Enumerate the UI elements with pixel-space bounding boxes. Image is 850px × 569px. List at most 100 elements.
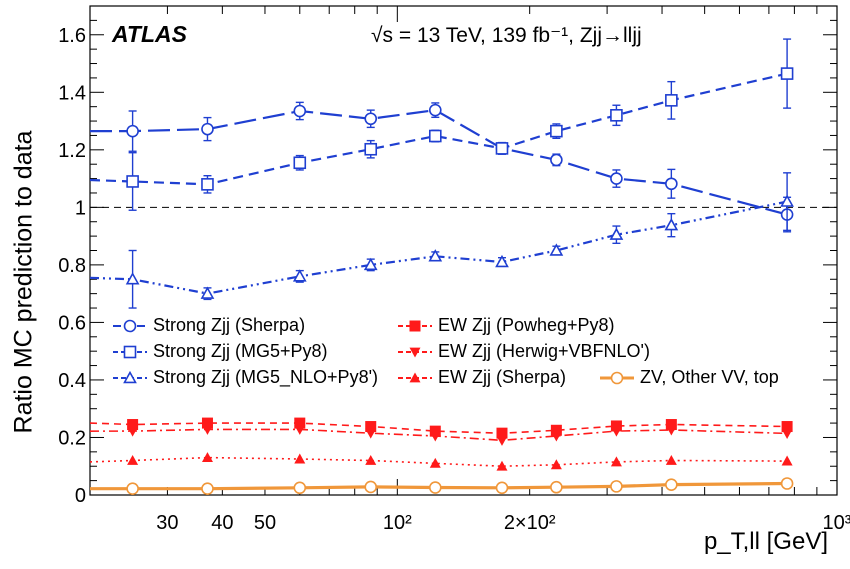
legend-item: Strong Zjj (MG5_NLO+Py8') xyxy=(113,367,378,388)
data-point xyxy=(293,156,307,170)
data-point xyxy=(428,129,442,143)
data-point xyxy=(665,425,677,436)
legend-marker xyxy=(610,371,624,384)
energy-luminosity-label: √s = 13 TeV, 139 fb⁻¹, Zjj→lljj xyxy=(371,24,642,47)
data-point xyxy=(665,419,677,431)
series-0 xyxy=(89,101,794,233)
data-point xyxy=(200,286,215,299)
legend-swatch xyxy=(113,345,147,358)
data-point xyxy=(428,481,442,494)
data-point xyxy=(610,480,623,493)
data-point xyxy=(365,454,377,465)
legend-item: ZV, Other VV, top xyxy=(600,367,779,388)
data-point xyxy=(126,175,139,188)
y-tick-label: 0.6 xyxy=(58,312,86,334)
x-tick-label: 30 xyxy=(156,512,178,534)
x-tick-label: 10² xyxy=(383,512,412,534)
series-4 xyxy=(89,425,793,446)
data-point xyxy=(495,254,509,268)
legend-swatch xyxy=(113,370,147,383)
data-point xyxy=(781,455,793,466)
legend-swatch xyxy=(600,371,634,384)
data-point xyxy=(610,420,622,432)
data-point xyxy=(610,456,622,467)
legend-marker xyxy=(409,347,421,357)
data-point xyxy=(665,94,678,107)
data-point xyxy=(550,459,562,470)
data-point xyxy=(665,454,677,465)
y-tick-label: 1.2 xyxy=(58,140,86,162)
x-tick-label: 40 xyxy=(211,512,233,534)
data-point xyxy=(201,452,213,463)
data-point xyxy=(496,460,508,471)
series-6 xyxy=(89,477,794,495)
data-point xyxy=(550,124,563,138)
y-tick-label: 0.8 xyxy=(58,255,86,277)
data-point xyxy=(781,429,793,439)
y-tick-label: 0.2 xyxy=(58,427,86,449)
legend-label: EW Zjj (Herwig+VBFNLO') xyxy=(438,341,650,361)
data-point xyxy=(294,417,306,429)
data-point xyxy=(550,424,562,436)
data-point xyxy=(610,109,623,122)
y-tick-label: 0.4 xyxy=(58,370,86,392)
data-point xyxy=(126,482,139,495)
legend-item: Strong Zjj (MG5+Py8) xyxy=(113,341,328,362)
data-point xyxy=(126,124,139,138)
y-tick-label: 1.4 xyxy=(58,82,86,104)
data-point xyxy=(127,454,139,465)
data-point xyxy=(550,480,563,494)
experiment-label: ATLAS xyxy=(112,21,187,47)
data-point xyxy=(201,425,213,435)
legend-item: EW Zjj (Powheg+Py8) xyxy=(398,315,615,336)
legend-label: Strong Zjj (MG5+Py8) xyxy=(153,341,328,361)
legend-label: EW Zjj (Powheg+Py8) xyxy=(438,315,615,335)
series-line xyxy=(89,108,788,216)
data-point xyxy=(550,153,563,167)
legend-marker xyxy=(123,345,137,358)
data-point xyxy=(364,142,378,156)
y-axis-label: Ratio MC prediction to data xyxy=(9,130,38,434)
data-point xyxy=(609,227,624,240)
legend-swatch xyxy=(398,320,432,331)
x-tick-label: 2×10² xyxy=(504,512,556,534)
legend-marker xyxy=(409,320,421,331)
data-point xyxy=(364,480,378,494)
data-point xyxy=(364,112,378,126)
data-point xyxy=(293,481,307,495)
data-point xyxy=(495,142,509,155)
legend-swatch xyxy=(113,319,147,332)
data-point xyxy=(610,426,622,437)
legend-swatch xyxy=(398,347,432,357)
data-point xyxy=(781,421,793,433)
legend-marker xyxy=(123,370,137,383)
x-tick-label: 50 xyxy=(254,512,276,534)
series-line xyxy=(89,422,788,435)
data-point xyxy=(365,428,377,439)
series-3 xyxy=(89,417,793,439)
data-point xyxy=(780,477,794,490)
data-point xyxy=(496,435,508,446)
data-point xyxy=(428,249,443,262)
legend-swatch xyxy=(398,372,432,382)
y-tick-label: 0 xyxy=(75,485,86,507)
data-point xyxy=(201,178,214,191)
data-point xyxy=(550,431,562,442)
legend-item: EW Zjj (Sherpa) xyxy=(398,367,566,388)
series-line xyxy=(89,200,788,295)
data-point xyxy=(429,431,441,442)
legend-label: EW Zjj (Sherpa) xyxy=(438,367,567,387)
series-1 xyxy=(89,38,794,211)
data-point xyxy=(495,481,509,495)
data-point xyxy=(664,218,679,231)
series-5 xyxy=(89,452,793,471)
data-point xyxy=(429,425,441,437)
data-point xyxy=(780,67,794,80)
data-point xyxy=(201,482,214,495)
data-point xyxy=(293,104,307,118)
data-point xyxy=(127,426,139,437)
data-point xyxy=(294,425,306,435)
data-point xyxy=(294,453,306,464)
legend-label: Strong Zjj (MG5_NLO+Py8') xyxy=(153,367,379,387)
